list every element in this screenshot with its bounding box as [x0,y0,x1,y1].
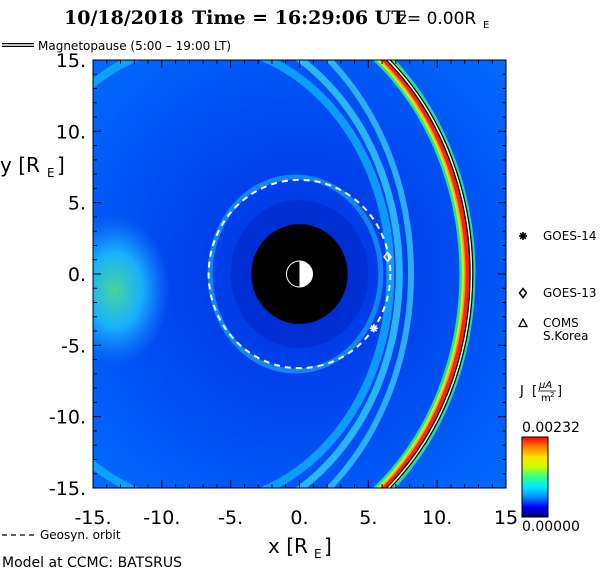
geosyn-orbit [207,178,392,370]
y-tick-label: 10. [56,121,86,143]
x-tick-label: 10. [422,507,452,529]
satellite-legend-label: GOES-13 [543,286,597,300]
y-tick-label: 0. [68,264,86,286]
legend-marker-asterisk [519,232,527,240]
satellite-legend-label-2: S.Korea [543,329,588,343]
satellite-legend-label: COMS [543,316,579,330]
y-label-sub: E [47,166,55,180]
x-tick-label: -15. [74,507,111,529]
footer-credit: Model at CCMC: BATSRUS [2,555,182,571]
x-label-end: ] [324,534,332,558]
chart-title: 10/18/2018 Time = 16:29:06 UT z= 0.00R E [64,7,489,31]
y-axis: 15. 10. 5. 0. -5. -10. -15. [49,50,506,500]
y-axis-label: y [R E ] [0,153,65,180]
geosyn-legend-label: Geosyn. orbit [40,528,121,542]
colorbar-unit-den: m [541,393,551,404]
y-label-main: y [R [0,153,40,177]
colorbar-unit-exp: 2 [550,391,554,399]
y-tick-label: -15. [49,478,86,500]
x-axis: -15. -10. -5. 0. 5. 10. 15 [74,60,518,529]
colorbar-scale [521,436,549,518]
satellite-goes-13 [383,251,393,263]
magnetopause-legend: Magnetopause (5:00 – 19:00 LT) [2,39,231,53]
title-time: Time = 16:29:06 UT [192,7,405,29]
tail-glow [93,215,170,365]
x-label-sub: E [314,547,322,561]
x-label-main: x [R [268,534,308,558]
x-tick-label: 0. [290,507,308,529]
ring-current [207,174,384,374]
colorbar-min-label: 0.00000 [522,519,580,535]
title-date: 10/18/2018 [64,7,184,29]
x-tick-label: 15 [494,507,518,529]
x-axis-label: x [R E ] [268,534,332,561]
colorbar-max-label: 0.00232 [522,420,580,436]
x-tick-label: 5. [359,507,377,529]
satellite-goes-14 [369,324,378,333]
geosyn-legend: Geosyn. orbit [2,528,121,542]
current-rings [93,60,476,488]
y-tick-label: -10. [49,407,86,429]
y-tick-label: 15. [56,50,86,72]
y-tick-label: 5. [68,193,86,215]
magnetopause-legend-label: Magnetopause (5:00 – 19:00 LT) [38,39,231,53]
title-z: z= 0.00R [398,9,476,29]
satellite-legend-label: GOES-14 [543,229,597,243]
y-label-end: ] [57,153,65,177]
title-z-sub: E [483,20,489,31]
y-tick-label: -5. [61,335,86,357]
legend-marker-triangle [517,317,529,328]
svg-text:]: ] [557,384,562,399]
colorbar: J [ μA m 2 ] 0.00232 0.00000 [519,380,580,535]
x-tick-label: -5. [218,507,243,529]
svg-text:[: [ [532,384,537,399]
plot-area [93,60,506,488]
colorbar-unit-num: μA [538,380,552,391]
x-tick-label: -10. [143,507,180,529]
legend-marker-diamond [518,287,528,299]
colorbar-label: J [519,384,524,399]
